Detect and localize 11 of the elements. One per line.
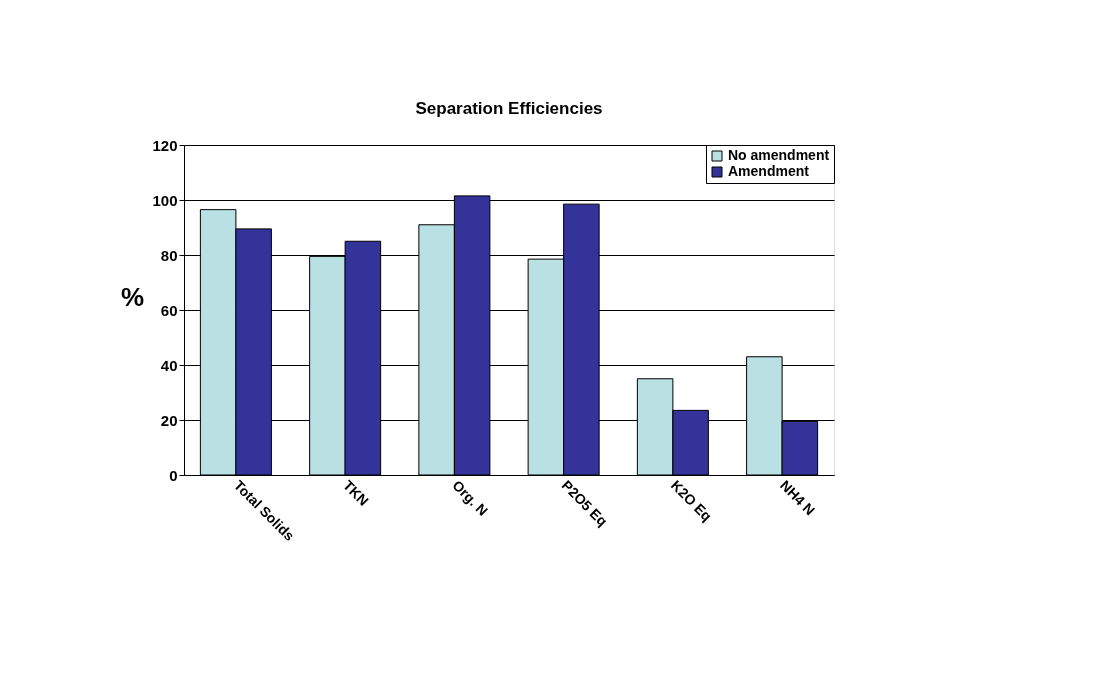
y-tick-label: 80 bbox=[160, 246, 178, 264]
legend-label: No amendment bbox=[728, 147, 830, 163]
chart-title: Separation Efficiencies bbox=[415, 99, 603, 118]
y-tick-label: 100 bbox=[152, 191, 178, 209]
y-tick-label: 0 bbox=[169, 466, 178, 484]
y-axis-title: % bbox=[120, 281, 145, 312]
y-tick-label: 120 bbox=[152, 136, 178, 154]
legend-label: Amendment bbox=[728, 163, 810, 179]
y-tick-label: 20 bbox=[160, 411, 178, 429]
y-tick-label: 40 bbox=[160, 356, 178, 374]
y-tick-label: 60 bbox=[160, 301, 178, 319]
